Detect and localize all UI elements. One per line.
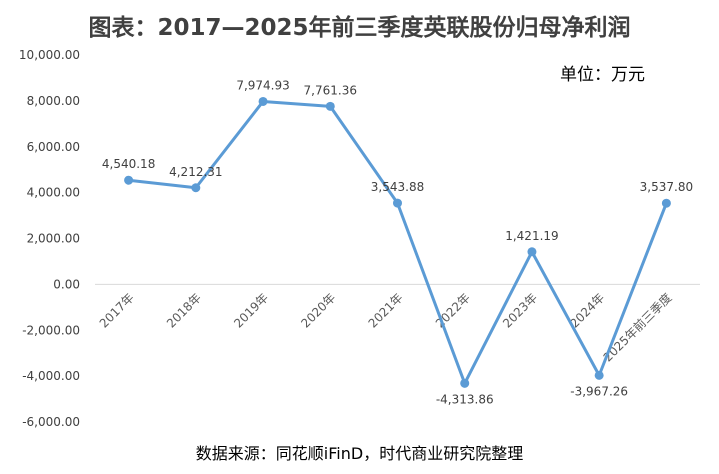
x-tick-label: 2020年 [298,291,338,331]
data-labels: 4,540.18 4,212.31 7,974.93 7,761.36 3,543.88… [102,78,693,406]
chart-title: 图表：2017—2025年前三季度英联股份归母净利润 [88,15,631,41]
data-label: 3,537.80 [640,180,693,194]
unit-label: 单位：万元 [560,65,645,85]
data-point [124,175,134,185]
data-point [594,370,604,380]
x-tick-label: 2021年 [366,291,406,331]
data-point [393,198,402,208]
y-tick-label: 10,000.00 [19,48,80,62]
y-tick-label: 0.00 [53,277,80,291]
y-tick-label: -2,000.00 [22,323,80,337]
data-label: -4,313.86 [436,392,494,406]
data-label: 7,761.36 [304,83,357,97]
x-tick-label: 2025年前三季度 [600,290,675,365]
x-tick-label: 2018年 [164,291,204,331]
data-point [661,198,671,208]
y-tick-label: -6,000.00 [22,415,80,429]
data-label: 3,543.88 [371,180,424,194]
data-label: -3,967.26 [570,384,628,398]
series-line [128,99,668,385]
data-point [460,378,470,388]
y-axis-ticks: 10,000.00 8,000.00 6,000.00 4,000.00 2,000.0… [19,48,80,429]
x-tick-label: 2023年 [500,291,540,331]
x-tick-label: 2019年 [231,291,271,331]
y-tick-label: 6,000.00 [27,140,80,154]
y-tick-label: 2,000.00 [27,232,80,246]
data-label: 1,421.19 [505,229,558,243]
data-label: 4,212.31 [169,165,222,179]
x-tick-label: 2017年 [97,291,137,331]
y-tick-label: 8,000.00 [27,94,80,108]
x-tick-label: 2024年 [567,291,607,331]
data-point [258,96,268,106]
y-tick-label: 4,000.00 [27,186,80,200]
data-point [527,247,537,257]
data-label: 7,974.93 [236,78,289,92]
source-note: 数据来源：同花顺iFinD，时代商业研究院整理 [195,444,524,463]
data-points [124,96,671,388]
data-point [191,183,201,193]
data-point [325,101,335,111]
data-label: 4,540.18 [102,157,155,171]
y-tick-label: -4,000.00 [22,369,80,383]
